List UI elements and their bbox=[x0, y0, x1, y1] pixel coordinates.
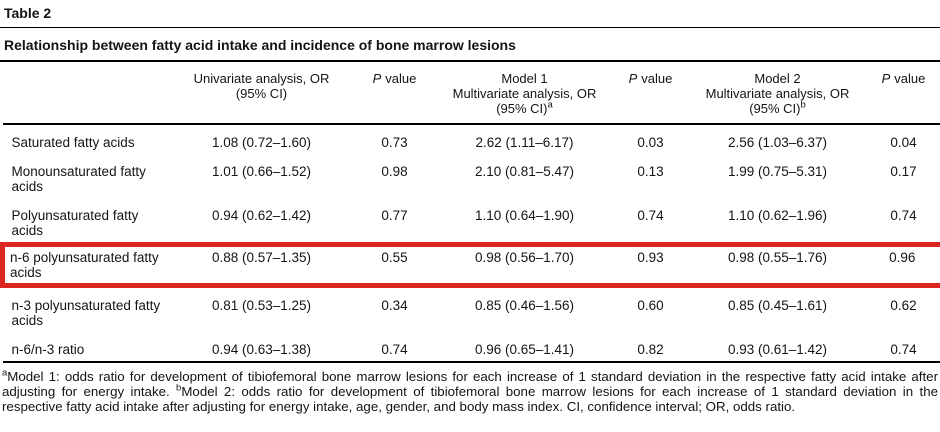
cell-model2: 2.56 (1.03–6.37) bbox=[727, 135, 828, 150]
cell-univariate: 1.08 (0.72–1.60) bbox=[211, 135, 312, 150]
header-model2: Model 2 Multivariate analysis, OR (95% C… bbox=[690, 62, 865, 125]
cell-pvalue-1: 0.73 bbox=[381, 135, 408, 150]
p-value-word: value bbox=[385, 71, 417, 86]
footnote-marker-b: b bbox=[800, 99, 806, 111]
cell-pvalue-3: 0.74 bbox=[890, 208, 917, 223]
row-label: n-3 polyunsaturated fatty acids bbox=[11, 298, 161, 328]
p-value-word: value bbox=[894, 71, 926, 86]
header-model1-line1: Model 1 bbox=[501, 71, 548, 86]
cell-pvalue-3: 0.74 bbox=[864, 332, 940, 363]
header-model2-line1: Model 2 bbox=[754, 71, 801, 86]
divider-top bbox=[0, 27, 940, 28]
cell-model1: 2.62 (1.11–6.17) bbox=[475, 135, 574, 150]
table-number-label: Table 2 bbox=[4, 5, 52, 21]
header-model1-line2: Multivariate analysis, OR bbox=[452, 86, 597, 101]
cell-model2: 1.99 (0.75–5.31) bbox=[727, 164, 828, 179]
cell-model1: 0.96 (0.65–1.41) bbox=[438, 332, 611, 363]
header-empty-cell bbox=[2, 62, 173, 125]
cell-model1: 0.85 (0.46–1.56) bbox=[474, 298, 575, 313]
cell-univariate: 1.01 (0.66–1.52) bbox=[211, 164, 312, 179]
row-label: Saturated fatty acids bbox=[11, 135, 135, 150]
table-row: Saturated fatty acids 1.08 (0.72–1.60) 0… bbox=[3, 124, 940, 154]
cell-pvalue-2: 0.74 bbox=[637, 208, 664, 223]
cell-pvalue-1: 0.34 bbox=[381, 298, 408, 313]
header-univariate: Univariate analysis, OR (95% CI) bbox=[172, 62, 351, 125]
cell-pvalue-1: 0.74 bbox=[350, 332, 439, 363]
table-row: n-6/n-3 ratio 0.94 (0.63–1.38) 0.74 0.96… bbox=[2, 332, 940, 363]
cell-pvalue-2: 0.13 bbox=[637, 164, 664, 179]
header-model2-line3: (95% CI) bbox=[749, 101, 801, 116]
header-model2-line2: Multivariate analysis, OR bbox=[705, 86, 850, 101]
table-footnote: aModel 1: odds ratio for development of … bbox=[2, 367, 938, 414]
p-value-word: value bbox=[641, 71, 673, 86]
cell-model1: 2.10 (0.81–5.47) bbox=[474, 164, 575, 179]
cell-pvalue-3: 0.62 bbox=[890, 298, 917, 313]
table-row: Monounsaturated fatty acids 1.01 (0.66–1… bbox=[3, 154, 940, 198]
cell-model2: 0.98 (0.55–1.76) bbox=[690, 242, 865, 288]
p-symbol: P bbox=[372, 71, 382, 86]
footnote-marker-b: b bbox=[176, 382, 182, 394]
table-row: n-3 polyunsaturated fatty acids 0.81 (0.… bbox=[3, 286, 940, 333]
row-label: n-6/n-3 ratio bbox=[2, 332, 173, 363]
row-label: Polyunsaturated fatty acids bbox=[11, 208, 139, 238]
cell-pvalue-2: 0.60 bbox=[637, 298, 664, 313]
cell-model1: 0.98 (0.56–1.70) bbox=[438, 242, 611, 288]
header-model1-line3: (95% CI) bbox=[496, 101, 548, 116]
cell-pvalue-2: 0.03 bbox=[637, 135, 664, 150]
cell-model1: 1.10 (0.64–1.90) bbox=[474, 208, 575, 223]
p-symbol: P bbox=[881, 71, 891, 86]
cell-pvalue-3: 0.96 bbox=[864, 242, 940, 288]
cell-univariate: 0.94 (0.63–1.38) bbox=[172, 332, 351, 363]
cell-pvalue-1: 0.55 bbox=[350, 242, 439, 288]
cell-pvalue-2: 0.93 bbox=[610, 242, 691, 288]
footnote-text-model2: Model 2: odds ratio for development of t… bbox=[2, 384, 938, 414]
footnote-marker-a: a bbox=[2, 367, 8, 379]
table-row-highlighted: n-6 polyunsaturated fatty acids 0.88 (0.… bbox=[0, 242, 940, 288]
cell-pvalue-2: 0.82 bbox=[610, 332, 691, 363]
footnote-marker-a: a bbox=[547, 99, 553, 111]
cell-univariate: 0.88 (0.57–1.35) bbox=[172, 242, 351, 288]
row-label: Monounsaturated fatty acids bbox=[11, 164, 146, 194]
cell-univariate: 0.81 (0.53–1.25) bbox=[211, 298, 312, 313]
cell-univariate: 0.94 (0.62–1.42) bbox=[211, 208, 312, 223]
cell-model2: 0.93 (0.61–1.42) bbox=[690, 332, 865, 363]
cell-model2: 0.85 (0.45–1.61) bbox=[727, 298, 828, 313]
cell-pvalue-1: 0.77 bbox=[381, 208, 408, 223]
cell-pvalue-3: 0.17 bbox=[890, 164, 917, 179]
table-row: Polyunsaturated fatty acids 0.94 (0.62–1… bbox=[3, 198, 940, 245]
p-symbol: P bbox=[628, 71, 638, 86]
divider-caption bbox=[0, 60, 940, 62]
cell-pvalue-1: 0.98 bbox=[381, 164, 408, 179]
table-caption: Relationship between fatty acid intake a… bbox=[4, 37, 516, 53]
cell-pvalue-3: 0.04 bbox=[890, 135, 917, 150]
cell-model2: 1.10 (0.62–1.96) bbox=[727, 208, 828, 223]
footnote-text-model1: Model 1: odds ratio for development of t… bbox=[2, 369, 938, 399]
header-univariate-line2: (95% CI) bbox=[235, 86, 288, 101]
row-label: n-6 polyunsaturated fatty acids bbox=[0, 242, 173, 288]
header-univariate-line1: Univariate analysis, OR bbox=[193, 71, 330, 86]
header-model1: Model 1 Multivariate analysis, OR (95% C… bbox=[438, 62, 611, 125]
